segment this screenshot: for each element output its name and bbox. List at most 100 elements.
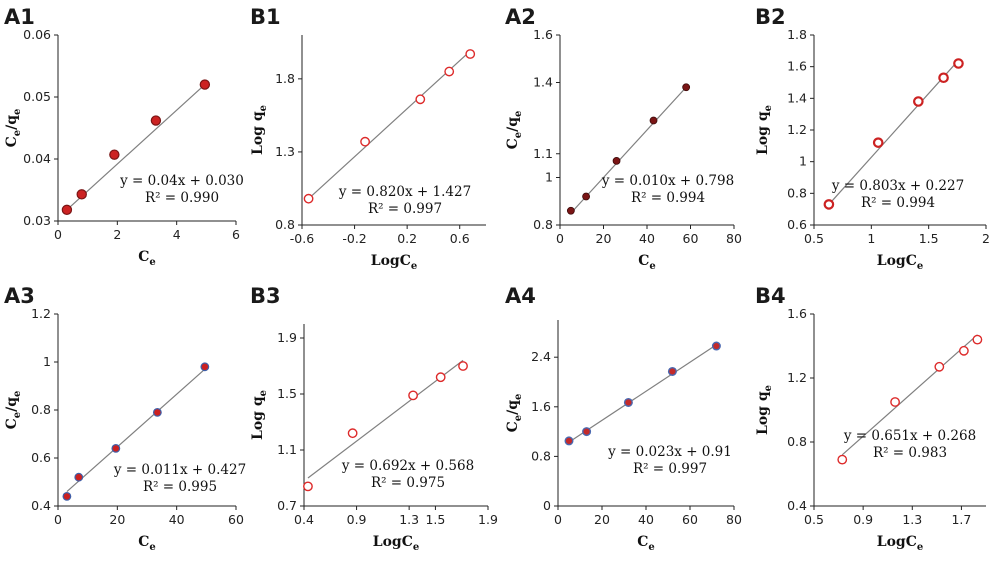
y-tick-label: 0.8 xyxy=(787,185,807,200)
panel-a4: A4 0 20 40 60 80 0 0.8 1.6 2.4 Ce Ce/qe y = 0.023x +… xyxy=(505,284,742,553)
y-tick-label: 0.6 xyxy=(787,217,807,232)
y-axis-title: Ce/qe xyxy=(505,394,524,433)
x-tick-label: 1.3 xyxy=(399,512,419,527)
y-tick-label: 1.6 xyxy=(533,27,553,42)
data-point xyxy=(823,199,835,210)
data-point xyxy=(150,115,162,126)
x-tick-label: 1.5 xyxy=(425,512,445,527)
x-tick-label: 20 xyxy=(109,512,125,527)
data-point xyxy=(953,58,964,69)
y-tick-label: 0.8 xyxy=(531,448,551,463)
x-tick-label: 40 xyxy=(169,512,185,527)
fit-equation: y = 0.692x + 0.568 xyxy=(341,458,474,474)
y-tick-label: 1.5 xyxy=(277,386,297,401)
x-axis-title: LogCe xyxy=(373,534,420,553)
y-tick-label: 1.3 xyxy=(275,144,295,159)
y-tick-label: 2.4 xyxy=(531,349,551,364)
panel-label: B4 xyxy=(755,284,786,308)
y-tick-label: 0.04 xyxy=(23,151,51,166)
x-axis-title: Ce xyxy=(638,253,656,272)
panel-b2: B2 0.5 1 1.5 2 0.6 0.8 1 1.2 1.4 1.6 1.8 LogCe Log qe… xyxy=(755,5,990,272)
data-point xyxy=(111,444,121,453)
panel-label: B1 xyxy=(250,5,281,29)
trend-line xyxy=(66,368,206,493)
y-tick-label: 1.1 xyxy=(277,442,297,457)
x-tick-label: 0 xyxy=(554,512,562,527)
x-tick-label: 6 xyxy=(232,227,240,242)
data-point xyxy=(360,136,370,147)
x-tick-label: 0.9 xyxy=(347,512,367,527)
data-point xyxy=(612,156,621,165)
x-tick-label: 0.5 xyxy=(804,231,824,246)
x-tick-label: 0.5 xyxy=(804,512,824,527)
data-point xyxy=(582,427,592,437)
y-axis-title: Log qe xyxy=(250,105,269,155)
data-point xyxy=(303,193,314,204)
y-tick-label: 0.03 xyxy=(23,213,51,228)
y-tick-label: 1.8 xyxy=(787,27,807,42)
data-point xyxy=(74,472,84,482)
x-axis-title: LogCe xyxy=(877,253,924,272)
y-tick-label: 0.8 xyxy=(533,217,553,232)
data-point xyxy=(152,408,162,417)
x-tick-label: 60 xyxy=(682,512,698,527)
y-axis-title: Ce/qe xyxy=(505,111,524,150)
panel-label: B3 xyxy=(250,284,281,308)
data-point xyxy=(408,390,418,401)
y-tick-label: 0.06 xyxy=(23,27,51,42)
r-squared: R² = 0.975 xyxy=(371,475,445,491)
x-tick-label: 1.9 xyxy=(478,512,498,527)
y-tick-label: 0.05 xyxy=(23,89,51,104)
data-point xyxy=(199,79,211,90)
data-point xyxy=(62,492,72,501)
x-axis-title: Ce xyxy=(138,534,156,553)
panel-b4: B4 0.5 0.9 1.3 1.7 0.4 0.8 1.2 1.6 LogCe Log qe y =… xyxy=(755,284,986,553)
y-tick-label: 0.8 xyxy=(787,434,807,449)
trend-line xyxy=(841,334,978,456)
data-point xyxy=(200,362,210,372)
x-tick-label: 1.5 xyxy=(919,231,939,246)
y-axis-title: Ce/qe xyxy=(4,109,23,148)
y-tick-label: 1.2 xyxy=(787,370,807,385)
panel-label: A2 xyxy=(505,5,536,29)
y-tick-label: 0 xyxy=(543,498,551,513)
data-point xyxy=(711,341,721,351)
data-point xyxy=(649,116,658,125)
r-squared: R² = 0.983 xyxy=(873,445,947,461)
fit-equation: y = 0.011x + 0.427 xyxy=(113,462,246,478)
trend-line xyxy=(570,86,687,214)
data-point xyxy=(109,149,120,160)
data-point xyxy=(61,204,73,216)
fit-equation: y = 0.04x + 0.030 xyxy=(119,173,244,189)
fit-equation: y = 0.010x + 0.798 xyxy=(601,173,734,189)
x-tick-label: 80 xyxy=(726,231,742,246)
fit-equation: y = 0.023x + 0.91 xyxy=(607,444,732,460)
data-point xyxy=(837,454,848,465)
panel-label: B2 xyxy=(755,5,786,29)
x-tick-label: 80 xyxy=(726,512,742,527)
y-tick-label: 0.4 xyxy=(31,498,51,513)
data-point xyxy=(76,189,87,200)
x-tick-label: 0 xyxy=(54,512,62,527)
data-point xyxy=(872,137,884,148)
x-tick-label: 0 xyxy=(54,227,62,242)
fit-equation: y = 0.803x + 0.227 xyxy=(831,178,964,194)
data-point xyxy=(958,345,969,356)
data-point xyxy=(444,66,455,77)
y-tick-label: 1.6 xyxy=(787,59,807,74)
panel-a2: A2 0 20 40 60 80 0.8 1 1.1 1.4 1.6 Ce Ce/qe y = 0.010… xyxy=(505,5,742,272)
data-point xyxy=(566,206,575,215)
x-tick-label: -0.6 xyxy=(290,231,314,246)
x-axis-title: Ce xyxy=(138,249,156,268)
data-point xyxy=(913,96,924,107)
fit-equation: y = 0.820x + 1.427 xyxy=(338,184,471,200)
x-tick-label: 2 xyxy=(113,227,121,242)
panel-label: A3 xyxy=(4,284,35,308)
y-tick-label: 1 xyxy=(799,154,807,169)
y-tick-label: 0.8 xyxy=(31,402,51,417)
x-tick-label: 0.4 xyxy=(294,512,314,527)
y-axis-title: Log qe xyxy=(755,385,774,435)
x-axis-title: LogCe xyxy=(877,534,924,553)
y-tick-label: 1.9 xyxy=(277,330,297,345)
y-tick-label: 0.7 xyxy=(277,498,297,513)
